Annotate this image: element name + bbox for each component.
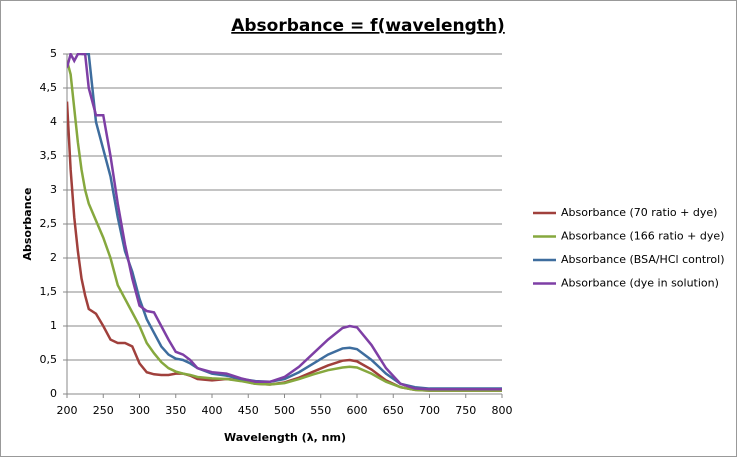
- x-tick-label: 800: [492, 404, 513, 417]
- y-tick-label: 1: [50, 319, 57, 332]
- series-line: [67, 53, 502, 391]
- y-axis-label: Absorbance: [21, 187, 34, 260]
- y-tick-label: 4: [50, 115, 57, 128]
- chart-title: Absorbance = f(wavelength): [231, 16, 505, 36]
- x-tick-label: 450: [238, 404, 259, 417]
- x-tick-label: 300: [129, 404, 150, 417]
- x-tick-label: 650: [383, 404, 404, 417]
- y-tick-label: 0: [50, 387, 57, 400]
- y-tick-label: 3,5: [40, 149, 58, 162]
- y-tick-label: 2: [50, 251, 57, 264]
- x-tick-label: 600: [347, 404, 368, 417]
- legend-label: Absorbance (166 ratio + dye): [561, 230, 724, 243]
- x-tick-label: 200: [57, 404, 78, 417]
- x-tick-label: 500: [274, 404, 295, 417]
- x-axis-label: Wavelength (λ, nm): [224, 431, 346, 444]
- y-tick-label: 5: [50, 47, 57, 60]
- series-line: [67, 60, 502, 392]
- legend-label: Absorbance (BSA/HCl control): [561, 253, 725, 266]
- x-tick-label: 750: [455, 404, 476, 417]
- legend-label: Absorbance (70 ratio + dye): [561, 206, 717, 219]
- x-tick-label: 250: [93, 404, 114, 417]
- x-tick-label: 400: [202, 404, 223, 417]
- series-line: [81, 53, 502, 390]
- y-tick-label: 1,5: [40, 285, 58, 298]
- y-tick-label: 3: [50, 183, 57, 196]
- legend-label: Absorbance (dye in solution): [561, 277, 719, 290]
- x-tick-label: 550: [310, 404, 331, 417]
- x-tick-label: 700: [419, 404, 440, 417]
- x-tick-label: 350: [165, 404, 186, 417]
- y-tick-label: 4,5: [40, 81, 58, 94]
- y-tick-label: 2,5: [40, 217, 58, 230]
- y-tick-label: 0,5: [40, 353, 58, 366]
